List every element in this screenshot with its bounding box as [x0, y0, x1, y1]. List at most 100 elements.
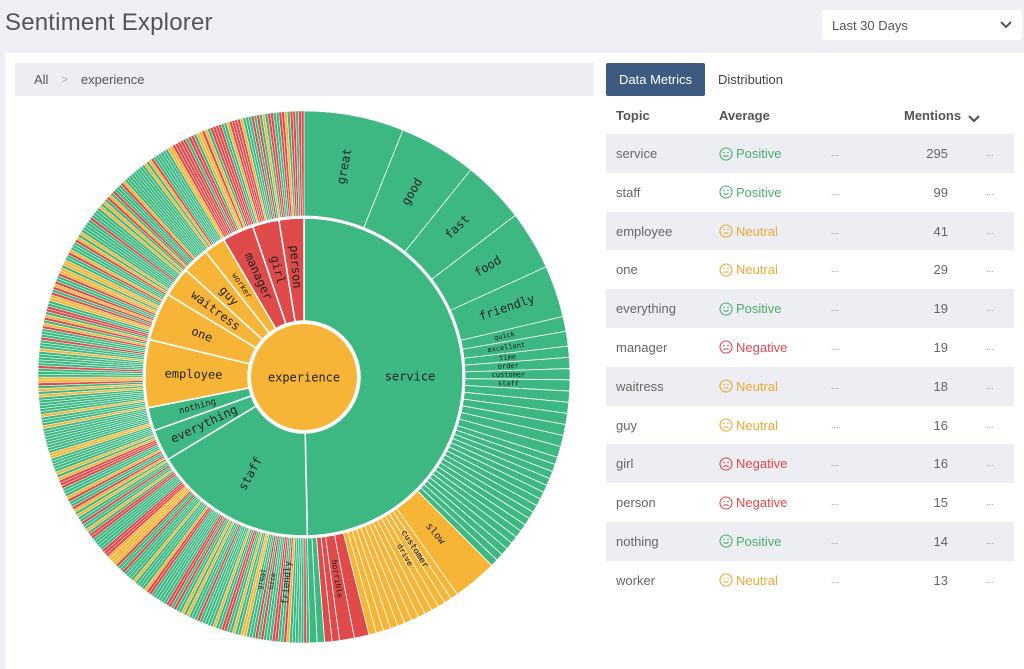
table-row[interactable]: service Positive... 295...	[606, 134, 1014, 173]
label-customer: customer	[492, 371, 526, 379]
more-placeholder[interactable]: ...	[986, 186, 994, 197]
breadcrumb-all[interactable]: All	[34, 72, 49, 87]
more-placeholder[interactable]: ...	[986, 303, 994, 314]
sparkline-placeholder: ...	[831, 341, 839, 352]
more-placeholder[interactable]: ...	[986, 535, 994, 546]
topic-table: service Positive... 295... staff Positive...…	[606, 134, 1014, 600]
frown-icon	[719, 496, 733, 510]
mentions-cell: 15	[933, 495, 948, 511]
topic-cell[interactable]: employee	[616, 223, 673, 239]
label-person: person	[287, 245, 304, 289]
average-cell: Neutral	[719, 418, 778, 433]
table-row[interactable]: worker Neutral... 13...	[606, 561, 1014, 600]
mentions-cell: 41	[933, 223, 948, 239]
mentions-cell: 99	[933, 184, 948, 200]
average-cell: Negative	[719, 495, 787, 510]
page-title: Sentiment Explorer	[5, 9, 213, 36]
average-cell: Positive	[719, 146, 782, 161]
smile-icon	[719, 185, 733, 199]
more-placeholder[interactable]: ...	[986, 574, 994, 585]
breadcrumb: All > experience	[15, 63, 594, 96]
sentiment-label: Positive	[736, 146, 782, 161]
smile-icon	[719, 146, 733, 161]
sparkline-placeholder: ...	[831, 148, 839, 158]
topic-cell[interactable]: girl	[616, 456, 634, 472]
sunburst-chart[interactable]: experience servicestaffeverythingnothinge…	[0, 100, 600, 669]
header-mentions[interactable]: Mentions	[904, 108, 962, 123]
segment-service[interactable]	[303, 217, 464, 537]
sparkline-placeholder: ...	[831, 303, 839, 314]
table-row[interactable]: nothing Positive... 14...	[606, 521, 1014, 561]
topic-cell[interactable]: staff	[616, 184, 641, 200]
table-header: Topic Average Mentions	[606, 100, 1014, 132]
sub-segment[interactable]	[300, 110, 305, 217]
mentions-cell: 14	[933, 533, 948, 549]
date-range-select[interactable]: Last 30 Days	[822, 10, 1022, 40]
tab-distribution[interactable]: Distribution	[717, 72, 783, 87]
more-placeholder[interactable]: ...	[986, 148, 994, 158]
average-cell: Neutral	[719, 224, 778, 239]
center-label: experience	[268, 371, 340, 385]
more-placeholder[interactable]: ...	[986, 497, 994, 508]
sparkline-placeholder: ...	[831, 458, 839, 469]
sentiment-label: Positive	[736, 301, 782, 317]
label-staff-friendly: friendly	[280, 560, 294, 605]
table-row[interactable]: staff Positive... 99...	[606, 173, 1014, 212]
topic-cell[interactable]: worker	[616, 572, 656, 588]
table-row[interactable]: guy Neutral... 16...	[606, 406, 1014, 445]
mentions-cell: 18	[933, 378, 948, 394]
table-row[interactable]: manager Negative... 19...	[606, 328, 1014, 367]
topic-cell[interactable]: service	[616, 146, 658, 161]
more-placeholder[interactable]: ...	[986, 380, 994, 391]
more-placeholder[interactable]: ...	[986, 458, 994, 469]
sentiment-label: Neutral	[736, 223, 778, 239]
table-row[interactable]: everything Positive... 19...	[606, 289, 1014, 328]
average-cell: Neutral	[719, 573, 778, 588]
sentiment-label: Negative	[736, 456, 788, 472]
label-time: time	[499, 353, 517, 363]
average-cell: Positive	[719, 185, 782, 200]
sparkline-placeholder: ...	[831, 380, 839, 391]
more-placeholder[interactable]: ...	[986, 341, 994, 352]
sentiment-label: Positive	[736, 184, 782, 200]
topic-cell[interactable]: waitress	[616, 378, 664, 394]
frown-icon	[719, 457, 733, 471]
header-average[interactable]: Average	[719, 108, 770, 123]
chevron-down-icon	[1000, 21, 1012, 29]
topic-cell[interactable]: one	[616, 262, 638, 278]
sparkline-placeholder: ...	[831, 186, 839, 197]
sparkline-placeholder: ...	[831, 264, 839, 275]
more-placeholder[interactable]: ...	[986, 264, 994, 275]
neutral-face-icon	[719, 573, 733, 587]
header-topic[interactable]: Topic	[616, 108, 650, 123]
average-cell: Positive	[719, 301, 782, 316]
date-range-value: Last 30 Days	[832, 17, 908, 33]
average-cell: Negative	[719, 456, 787, 471]
segment-person[interactable]	[278, 217, 305, 323]
mentions-cell: 295	[926, 146, 948, 161]
more-placeholder[interactable]: ...	[986, 225, 994, 236]
segment-center[interactable]	[249, 322, 359, 432]
neutral-face-icon	[719, 224, 733, 238]
table-row[interactable]: waitress Neutral... 18...	[606, 366, 1014, 406]
more-placeholder[interactable]: ...	[986, 419, 994, 430]
topic-cell[interactable]: nothing	[616, 533, 659, 549]
topic-cell[interactable]: manager	[616, 339, 668, 355]
table-row[interactable]: person Negative... 15...	[606, 483, 1014, 522]
topic-cell[interactable]: everything	[616, 301, 676, 317]
neutral-face-icon	[719, 418, 733, 432]
sentiment-label: Neutral	[736, 262, 778, 278]
topic-cell[interactable]: person	[616, 495, 656, 511]
average-cell: Neutral	[719, 262, 778, 277]
topic-cell[interactable]: guy	[616, 417, 637, 433]
table-row[interactable]: employee Neutral... 41...	[606, 211, 1014, 251]
tab-data-metrics[interactable]: Data Metrics	[606, 63, 705, 96]
average-cell: Neutral	[719, 379, 778, 394]
table-row[interactable]: girl Negative... 16...	[606, 444, 1014, 484]
sparkline-placeholder: ...	[831, 497, 839, 508]
sort-chevron-icon[interactable]	[968, 111, 980, 126]
label-order: order	[497, 362, 518, 371]
neutral-face-icon	[719, 379, 733, 393]
sentiment-label: Neutral	[736, 417, 778, 433]
table-row[interactable]: one Neutral... 29...	[606, 250, 1014, 289]
